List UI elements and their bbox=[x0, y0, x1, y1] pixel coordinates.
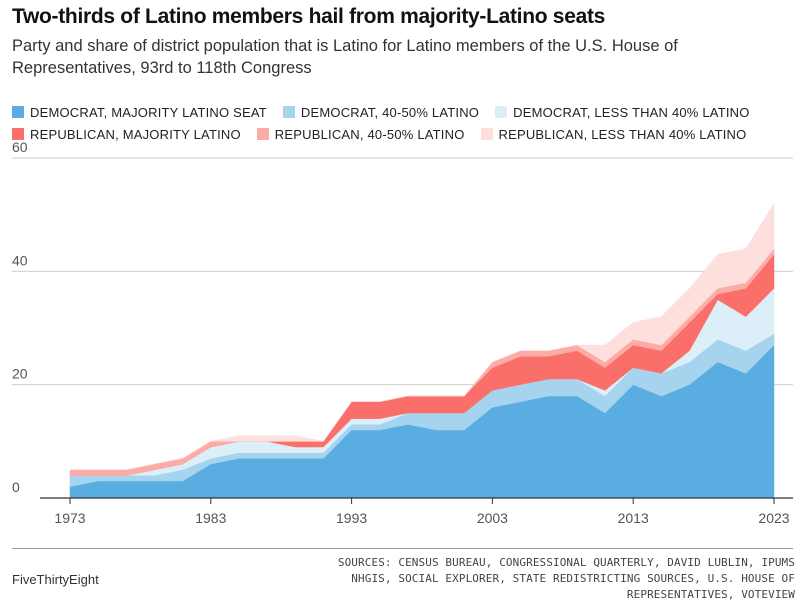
x-tick-label: 2023 bbox=[758, 510, 789, 526]
brand-label: FiveThirtyEight bbox=[12, 572, 99, 587]
legend-label: DEMOCRAT, 40-50% LATINO bbox=[300, 104, 480, 120]
legend-swatch bbox=[12, 106, 24, 118]
legend-row-republican: REPUBLICAN, MAJORITY LATINO REPUBLICAN, … bbox=[12, 123, 802, 145]
legend-item: REPUBLICAN, LESS THAN 40% LATINO bbox=[480, 126, 747, 142]
legend-swatch bbox=[495, 106, 508, 118]
legend-item: REPUBLICAN, 40-50% LATINO bbox=[256, 126, 465, 142]
legend-swatch bbox=[480, 128, 493, 140]
stacked-area-chart: 0 20 40 60 1973 1983 1993 2003 2013 2023 bbox=[12, 140, 793, 526]
legend-swatch bbox=[282, 106, 295, 118]
x-tick-label: 1983 bbox=[195, 510, 226, 526]
legend-item: DEMOCRAT, 40-50% LATINO bbox=[282, 104, 480, 120]
legend-item: DEMOCRAT, LESS THAN 40% LATINO bbox=[495, 105, 749, 120]
x-tick-label: 2003 bbox=[477, 510, 508, 526]
x-tick-label: 1973 bbox=[54, 510, 85, 526]
legend-label: REPUBLICAN, 40-50% LATINO bbox=[274, 126, 465, 142]
x-tick-label: 2013 bbox=[618, 510, 649, 526]
legend-item: DEMOCRAT, MAJORITY LATINO SEAT bbox=[12, 105, 267, 120]
series-areas bbox=[69, 202, 775, 499]
chart-legend: DEMOCRAT, MAJORITY LATINO SEAT DEMOCRAT,… bbox=[12, 101, 802, 145]
legend-label: DEMOCRAT, MAJORITY LATINO SEAT bbox=[30, 104, 267, 120]
y-tick-label: 60 bbox=[12, 140, 28, 155]
chart-subtitle: Party and share of district population t… bbox=[12, 37, 678, 77]
legend-label: DEMOCRAT, LESS THAN 40% LATINO bbox=[513, 104, 750, 120]
y-tick-label: 40 bbox=[12, 252, 28, 268]
legend-swatch bbox=[12, 128, 24, 140]
y-tick-label: 20 bbox=[12, 366, 28, 382]
legend-row-democrat: DEMOCRAT, MAJORITY LATINO SEAT DEMOCRAT,… bbox=[12, 101, 802, 123]
footer-divider bbox=[12, 548, 793, 549]
legend-swatch bbox=[256, 128, 269, 140]
series-area-5 bbox=[70, 202, 775, 470]
x-tick-label: 1993 bbox=[336, 510, 367, 526]
sources-note: SOURCES: CENSUS BUREAU, CONGRESSIONAL QU… bbox=[337, 556, 795, 601]
legend-item: REPUBLICAN, MAJORITY LATINO bbox=[12, 127, 241, 142]
chart-title: Two-thirds of Latino members hail from m… bbox=[12, 5, 606, 28]
axes: 0 20 40 60 1973 1983 1993 2003 2013 2023 bbox=[12, 140, 793, 526]
legend-label: REPUBLICAN, LESS THAN 40% LATINO bbox=[498, 126, 747, 142]
legend-label: REPUBLICAN, MAJORITY LATINO bbox=[30, 126, 241, 142]
y-tick-label: 0 bbox=[12, 479, 20, 495]
